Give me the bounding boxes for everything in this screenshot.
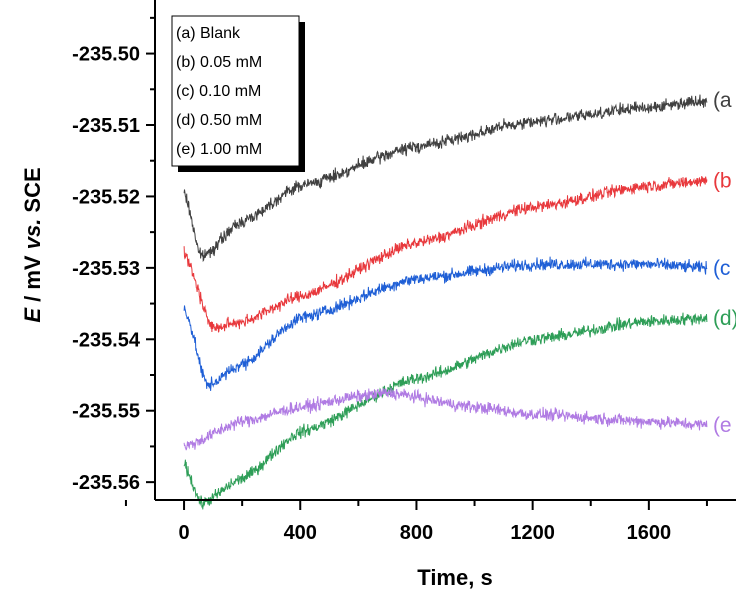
series-line-4 xyxy=(183,312,708,510)
legend-box xyxy=(171,15,300,167)
y-tick-label: -235.55 xyxy=(72,401,140,423)
legend: (a) Blank (b) 0.05 mM (c) 0.10 mM (d) 0.50 … xyxy=(171,15,305,172)
x-axis-ticks: 0 400 800 1200 1600 xyxy=(124,500,708,544)
series-label-5: (e xyxy=(713,414,732,437)
x-axis-title: Time, s xyxy=(417,565,492,590)
x-tick-label: 400 xyxy=(284,522,317,544)
y-axis-title-unit: / mV xyxy=(20,249,45,308)
x-tick-label: 800 xyxy=(400,522,433,544)
y-tick-label: -235.54 xyxy=(72,329,141,351)
series-label-3: (c xyxy=(713,257,731,280)
series-label-2: (b xyxy=(713,170,732,193)
series-line-1 xyxy=(183,94,708,263)
legend-item-1: (a) Blank xyxy=(176,25,241,42)
series-label-1: (a xyxy=(713,89,732,112)
series-line-3 xyxy=(183,256,708,391)
series-line-5 xyxy=(183,387,708,451)
y-axis-title-vs: vs. xyxy=(20,219,45,250)
legend-item-3: (c) 0.10 mM xyxy=(176,83,261,100)
y-axis-title-var: E xyxy=(20,307,45,323)
y-tick-label: -235.52 xyxy=(72,186,140,208)
legend-item-4: (d) 0.50 mM xyxy=(176,112,262,129)
series-labels: (a (b (c (d) (e xyxy=(713,89,736,437)
x-tick-label: 1200 xyxy=(510,522,555,544)
legend-item-2: (b) 0.05 mM xyxy=(176,54,262,71)
legend-item-5: (e) 1.00 mM xyxy=(176,141,262,158)
x-tick-label: 0 xyxy=(178,522,189,544)
y-tick-label: -235.50 xyxy=(72,44,140,66)
series-layer xyxy=(183,94,708,510)
y-axis-title: E / mV vs. SCE xyxy=(20,167,45,322)
y-tick-label: -235.53 xyxy=(72,258,140,280)
y-axis-ticks: -235.56 -235.55 -235.54 -235.53 -235.52 -235.… xyxy=(72,16,155,494)
y-axis-title-ref: SCE xyxy=(20,167,45,218)
y-tick-label: -235.56 xyxy=(72,472,140,494)
series-line-2 xyxy=(183,176,708,333)
x-tick-label: 1600 xyxy=(627,522,672,544)
y-tick-label: -235.51 xyxy=(72,115,140,137)
series-label-4: (d) xyxy=(713,307,736,330)
